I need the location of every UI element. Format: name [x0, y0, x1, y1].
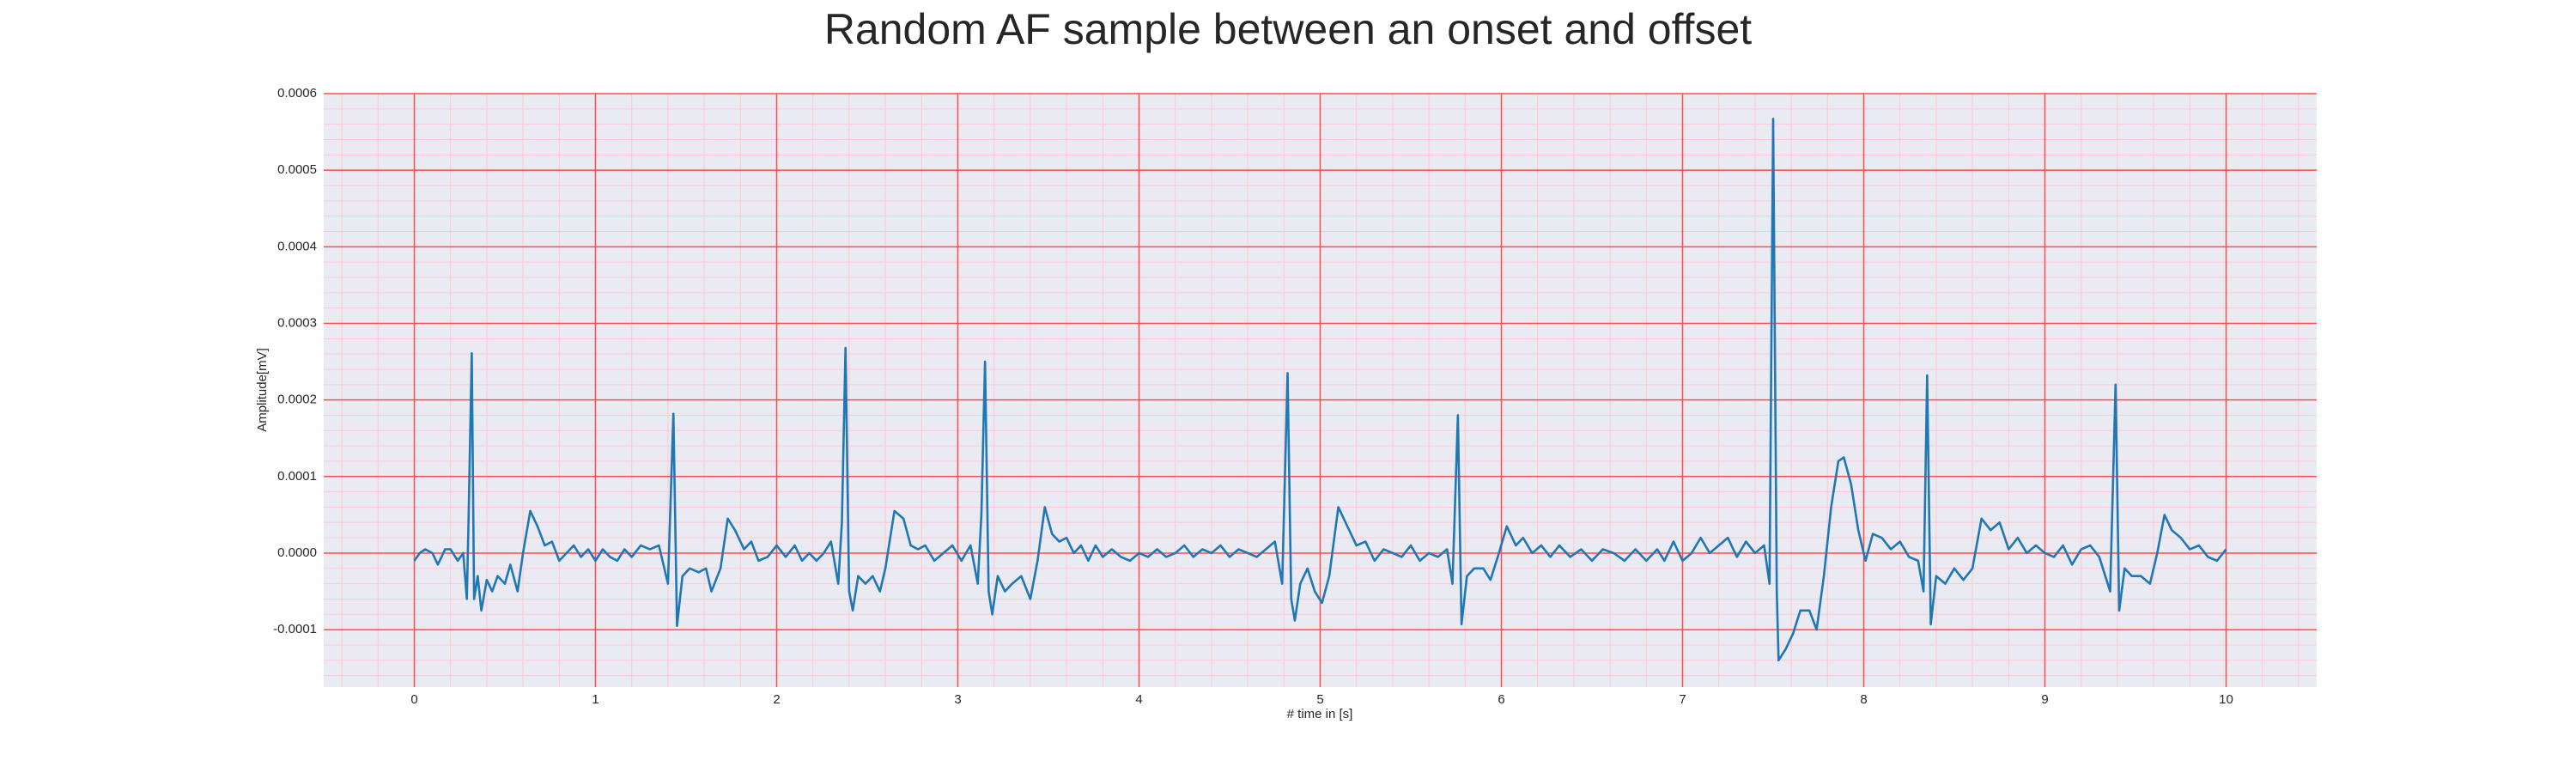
y-tick-label: 0.0004	[277, 239, 317, 253]
y-tick-label: 0.0005	[277, 162, 317, 177]
x-tick-label: 9	[2041, 692, 2048, 707]
x-tick-label: 1	[592, 692, 598, 707]
x-tick-label: 5	[1316, 692, 1323, 707]
x-tick-label: 10	[2219, 692, 2233, 707]
x-tick-label: 3	[954, 692, 961, 707]
x-tick-label: 7	[1679, 692, 1686, 707]
y-tick-label: 0.0000	[277, 545, 317, 560]
y-axis-label: Amplitude[mV]	[255, 348, 270, 432]
x-tick-label: 2	[773, 692, 780, 707]
x-axis-label: # time in [s]	[1287, 707, 1353, 721]
y-tick-label: 0.0003	[277, 315, 317, 330]
y-tick-label: 0.0001	[277, 469, 317, 484]
x-tick-label: 4	[1135, 692, 1142, 707]
x-tick-label: 0	[410, 692, 417, 707]
x-tick-label: 8	[1860, 692, 1867, 707]
data-line	[413, 118, 2227, 662]
y-tick-label: 0.0002	[277, 393, 317, 407]
y-tick-label: -0.0001	[273, 622, 317, 636]
chart-title: Random AF sample between an onset and of…	[824, 5, 1752, 53]
x-tick-label: 6	[1498, 692, 1504, 707]
y-tick-label: 0.0006	[277, 86, 317, 100]
